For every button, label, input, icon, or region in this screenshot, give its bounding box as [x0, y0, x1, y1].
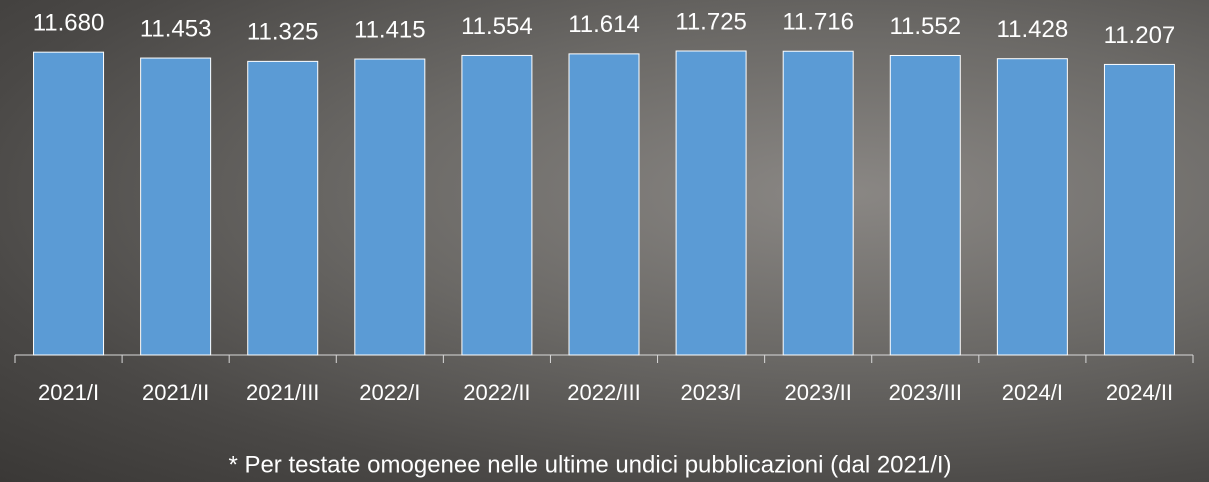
x-tick-label: 2023/III: [889, 380, 962, 405]
chart: 11.680 2021/I 11.453 2021/II 11.325 2021/III 1…: [0, 0, 1209, 482]
x-tick-label: 2023/I: [681, 380, 742, 405]
bar: [676, 51, 746, 355]
x-tick-label: 2021/II: [142, 380, 209, 405]
bar: [997, 59, 1067, 355]
x-tick-label: 2021/III: [246, 380, 319, 405]
x-tick-label: 2022/I: [359, 380, 420, 405]
bar: [355, 59, 425, 355]
footnote: * Per testate omogenee nelle ultime undi…: [228, 451, 951, 478]
value-label: 11.725: [675, 8, 747, 35]
value-label: 11.552: [889, 13, 961, 40]
x-tick-label: 2024/I: [1002, 380, 1063, 405]
bar: [890, 55, 960, 355]
value-label: 11.325: [247, 19, 319, 46]
x-tick-label: 2022/II: [463, 380, 530, 405]
value-label: 11.453: [140, 15, 212, 42]
page: 11.680 2021/I 11.453 2021/II 11.325 2021/III 1…: [0, 0, 1209, 482]
bar: [462, 55, 532, 355]
bar: [34, 52, 104, 355]
value-label: 11.680: [33, 10, 105, 37]
x-tick-label: 2023/II: [785, 380, 852, 405]
value-label: 11.716: [782, 9, 854, 36]
x-tick-label: 2021/I: [38, 380, 99, 405]
value-label: 11.428: [997, 16, 1069, 43]
value-label: 11.554: [461, 13, 533, 40]
bar: [141, 58, 211, 355]
bar: [1104, 64, 1174, 355]
x-tick-label: 2024/II: [1106, 380, 1173, 405]
value-label: 11.614: [568, 11, 640, 38]
bar: [783, 51, 853, 355]
value-label: 11.415: [354, 16, 426, 43]
value-label: 11.207: [1104, 22, 1176, 49]
x-tick-label: 2022/III: [567, 380, 640, 405]
bar: [569, 54, 639, 355]
bar: [248, 61, 318, 355]
